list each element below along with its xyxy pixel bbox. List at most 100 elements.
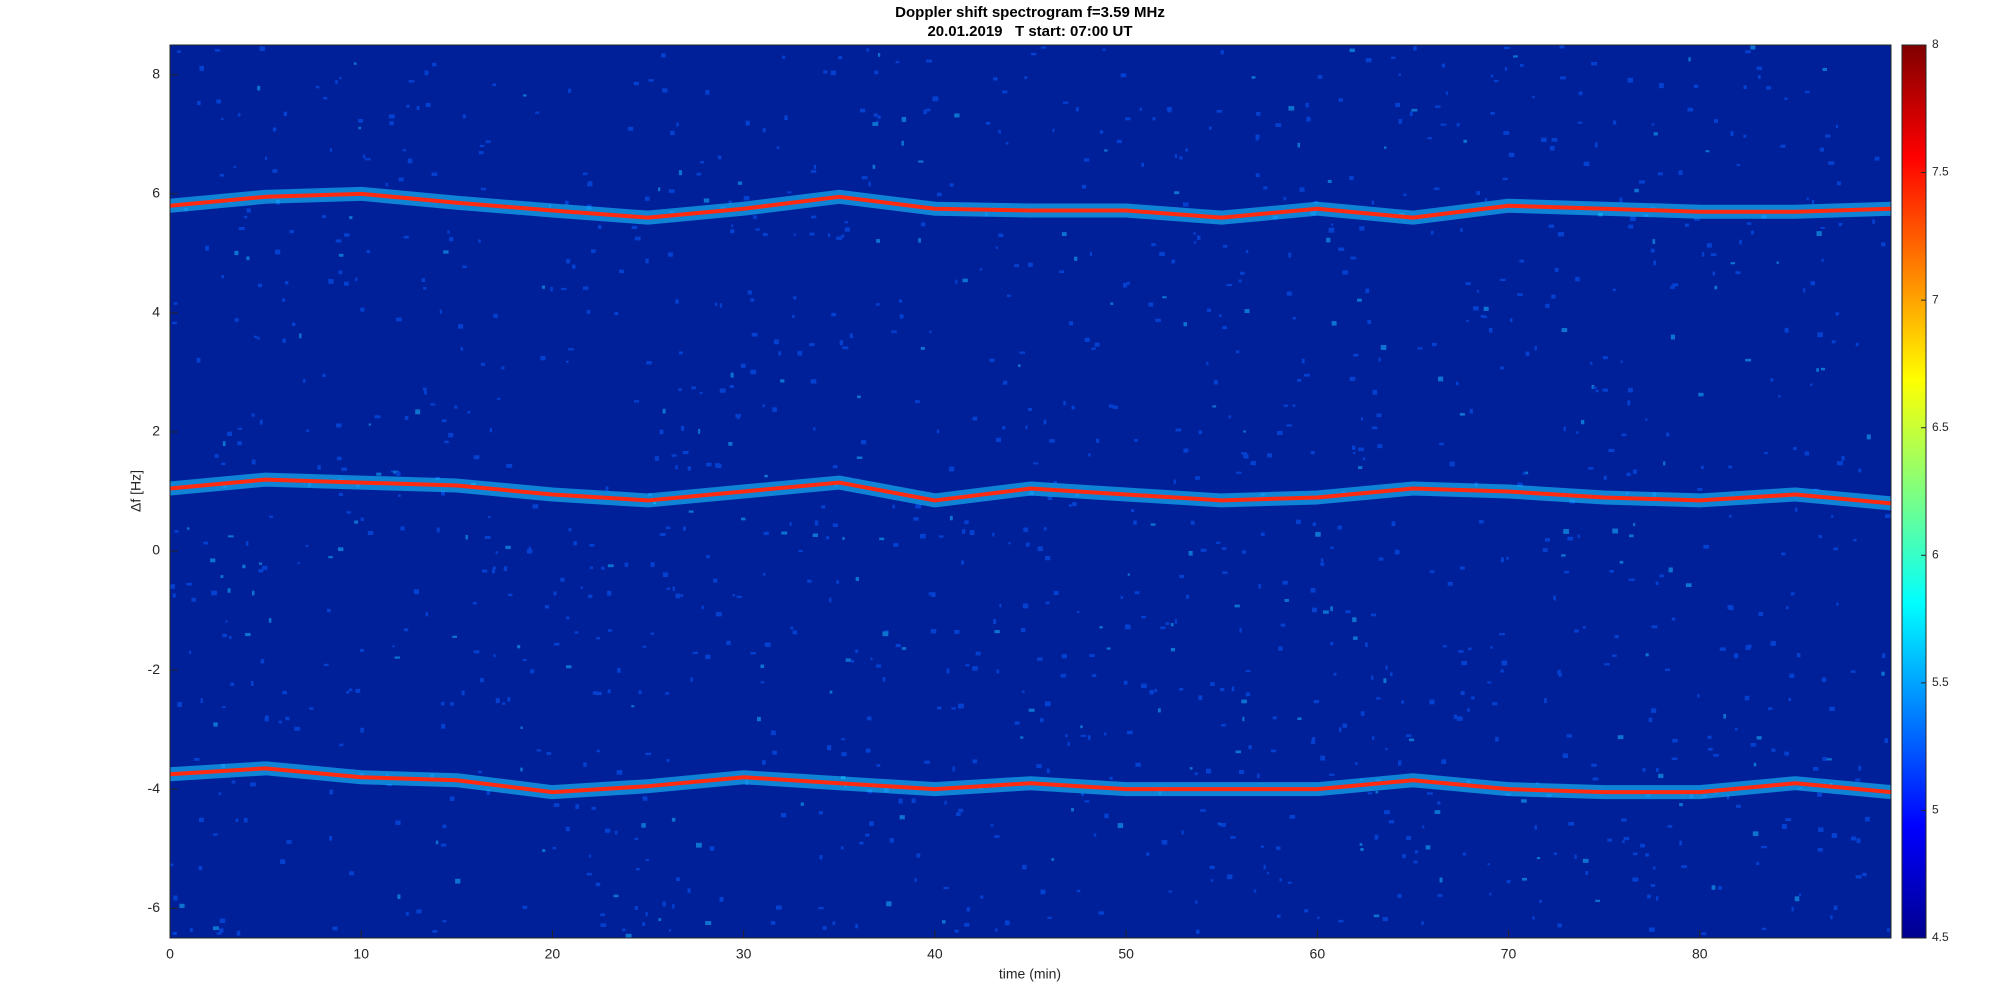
- noise-speck: [1222, 326, 1227, 330]
- noise-speck: [1473, 306, 1479, 311]
- noise-speck: [1595, 142, 1598, 148]
- noise-speck: [368, 423, 372, 426]
- noise-speck: [996, 669, 999, 674]
- noise-speck: [1031, 52, 1037, 56]
- noise-speck: [1014, 721, 1020, 725]
- noise-speck: [698, 428, 701, 434]
- x-tick-label: 40: [927, 946, 943, 962]
- noise-speck: [930, 592, 936, 598]
- noise-speck: [1061, 232, 1067, 236]
- noise-speck: [1311, 740, 1316, 744]
- noise-speck: [1411, 108, 1418, 112]
- noise-speck: [189, 928, 193, 933]
- noise-speck: [1205, 768, 1212, 774]
- noise-speck: [1272, 716, 1277, 720]
- noise-speck: [1311, 737, 1316, 741]
- noise-speck: [1657, 172, 1663, 176]
- noise-speck: [229, 635, 232, 640]
- trace: [169, 477, 1892, 506]
- noise-speck: [1557, 232, 1564, 237]
- noise-speck: [1183, 202, 1189, 207]
- noise-speck: [877, 115, 881, 119]
- noise-speck: [920, 222, 926, 227]
- noise-speck: [1729, 515, 1732, 518]
- noise-speck: [586, 872, 592, 876]
- noise-speck: [1195, 476, 1200, 480]
- noise-speck: [1276, 846, 1281, 850]
- noise-speck: [1061, 654, 1068, 659]
- noise-speck: [654, 456, 659, 461]
- noise-speck: [1383, 146, 1387, 149]
- noise-speck: [492, 83, 497, 87]
- noise-speck: [205, 245, 209, 251]
- noise-speck: [588, 594, 593, 599]
- noise-speck: [317, 465, 321, 470]
- noise-speck: [760, 681, 765, 684]
- noise-speck: [1238, 279, 1242, 283]
- noise-speck: [1287, 881, 1292, 884]
- noise-speck: [705, 921, 712, 925]
- noise-speck: [990, 824, 994, 827]
- noise-speck: [1583, 161, 1590, 167]
- noise-speck: [1465, 282, 1471, 286]
- noise-speck: [1027, 262, 1033, 267]
- noise-speck: [1406, 734, 1412, 738]
- noise-speck: [661, 53, 666, 58]
- x-axis-label: time (min): [999, 966, 1061, 982]
- noise-speck: [1499, 633, 1505, 636]
- noise-speck: [1194, 772, 1198, 776]
- noise-speck: [1492, 702, 1498, 706]
- noise-speck: [1022, 603, 1029, 609]
- noise-speck: [235, 818, 239, 822]
- noise-speck: [1051, 858, 1055, 861]
- noise-speck: [1053, 590, 1059, 596]
- noise-speck: [1650, 248, 1655, 253]
- noise-speck: [1499, 278, 1506, 281]
- noise-speck: [348, 688, 353, 692]
- noise-speck: [762, 760, 766, 765]
- noise-speck: [309, 707, 314, 710]
- noise-speck: [1551, 294, 1556, 299]
- noise-speck: [600, 923, 607, 927]
- noise-speck: [1288, 106, 1295, 111]
- noise-speck: [1456, 123, 1460, 127]
- plot-frame: [169, 44, 1892, 939]
- noise-speck: [1764, 451, 1768, 455]
- noise-speck: [1652, 239, 1656, 244]
- noise-speck: [1040, 889, 1046, 895]
- noise-speck: [1835, 312, 1840, 316]
- noise-speck: [1701, 932, 1707, 935]
- noise-speck: [1126, 281, 1130, 285]
- y-tick-label: 6: [152, 185, 160, 201]
- noise-speck: [810, 379, 817, 384]
- noise-speck: [1378, 557, 1384, 561]
- noise-speck: [1367, 319, 1372, 324]
- noise-speck: [1099, 626, 1103, 629]
- noise-speck: [642, 796, 648, 799]
- noise-speck: [1429, 570, 1435, 573]
- noise-speck: [1718, 886, 1722, 890]
- noise-speck: [1885, 514, 1892, 519]
- noise-speck: [622, 928, 626, 932]
- noise-speck: [662, 408, 666, 414]
- noise-speck: [1133, 520, 1137, 525]
- noise-speck: [1357, 298, 1362, 302]
- noise-speck: [251, 459, 256, 465]
- noise-speck: [225, 620, 228, 623]
- noise-speck: [583, 762, 587, 767]
- noise-speck: [1595, 899, 1600, 902]
- noise-speck: [706, 555, 710, 559]
- noise-speck: [793, 233, 796, 236]
- noise-speck: [1548, 224, 1555, 228]
- noise-speck: [1551, 138, 1558, 142]
- noise-speck: [173, 302, 178, 305]
- noise-speck: [1746, 222, 1752, 225]
- noise-speck: [714, 302, 718, 306]
- noise-speck: [1241, 550, 1246, 554]
- noise-speck: [1701, 251, 1705, 257]
- noise-speck: [679, 594, 684, 597]
- noise-speck: [631, 705, 635, 708]
- noise-speck: [541, 285, 546, 289]
- noise-speck: [1628, 224, 1634, 229]
